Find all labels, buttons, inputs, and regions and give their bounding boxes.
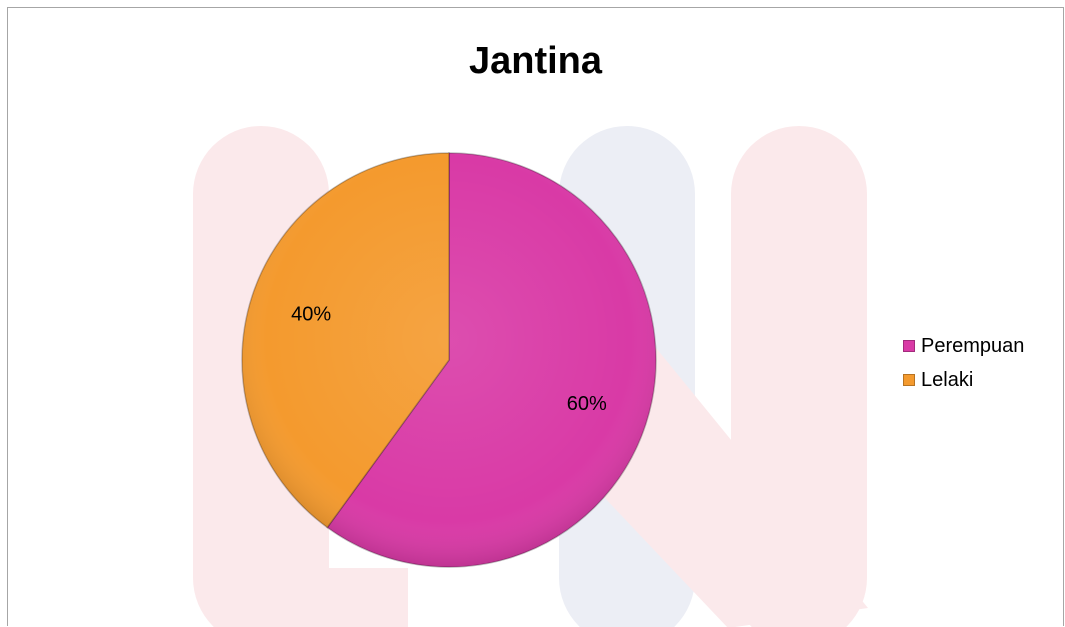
legend-label-perempuan: Perempuan bbox=[921, 334, 1025, 357]
legend-swatch-perempuan bbox=[903, 340, 915, 352]
chart-title: Jantina bbox=[468, 40, 603, 82]
data-label-lelaki: 40% bbox=[291, 304, 331, 326]
legend-item-perempuan: Perempuan bbox=[903, 329, 1024, 363]
legend-label-lelaki: Lelaki bbox=[921, 368, 974, 391]
legend: Perempuan Lelaki bbox=[903, 329, 1024, 397]
chart-frame: Jantina 60% 40% Perempuan Lelaki bbox=[7, 7, 1064, 627]
legend-swatch-lelaki bbox=[903, 374, 915, 386]
pie-chart: 60% 40% bbox=[241, 152, 657, 568]
data-label-perempuan: 60% bbox=[567, 393, 607, 415]
legend-item-lelaki: Lelaki bbox=[903, 363, 1024, 397]
